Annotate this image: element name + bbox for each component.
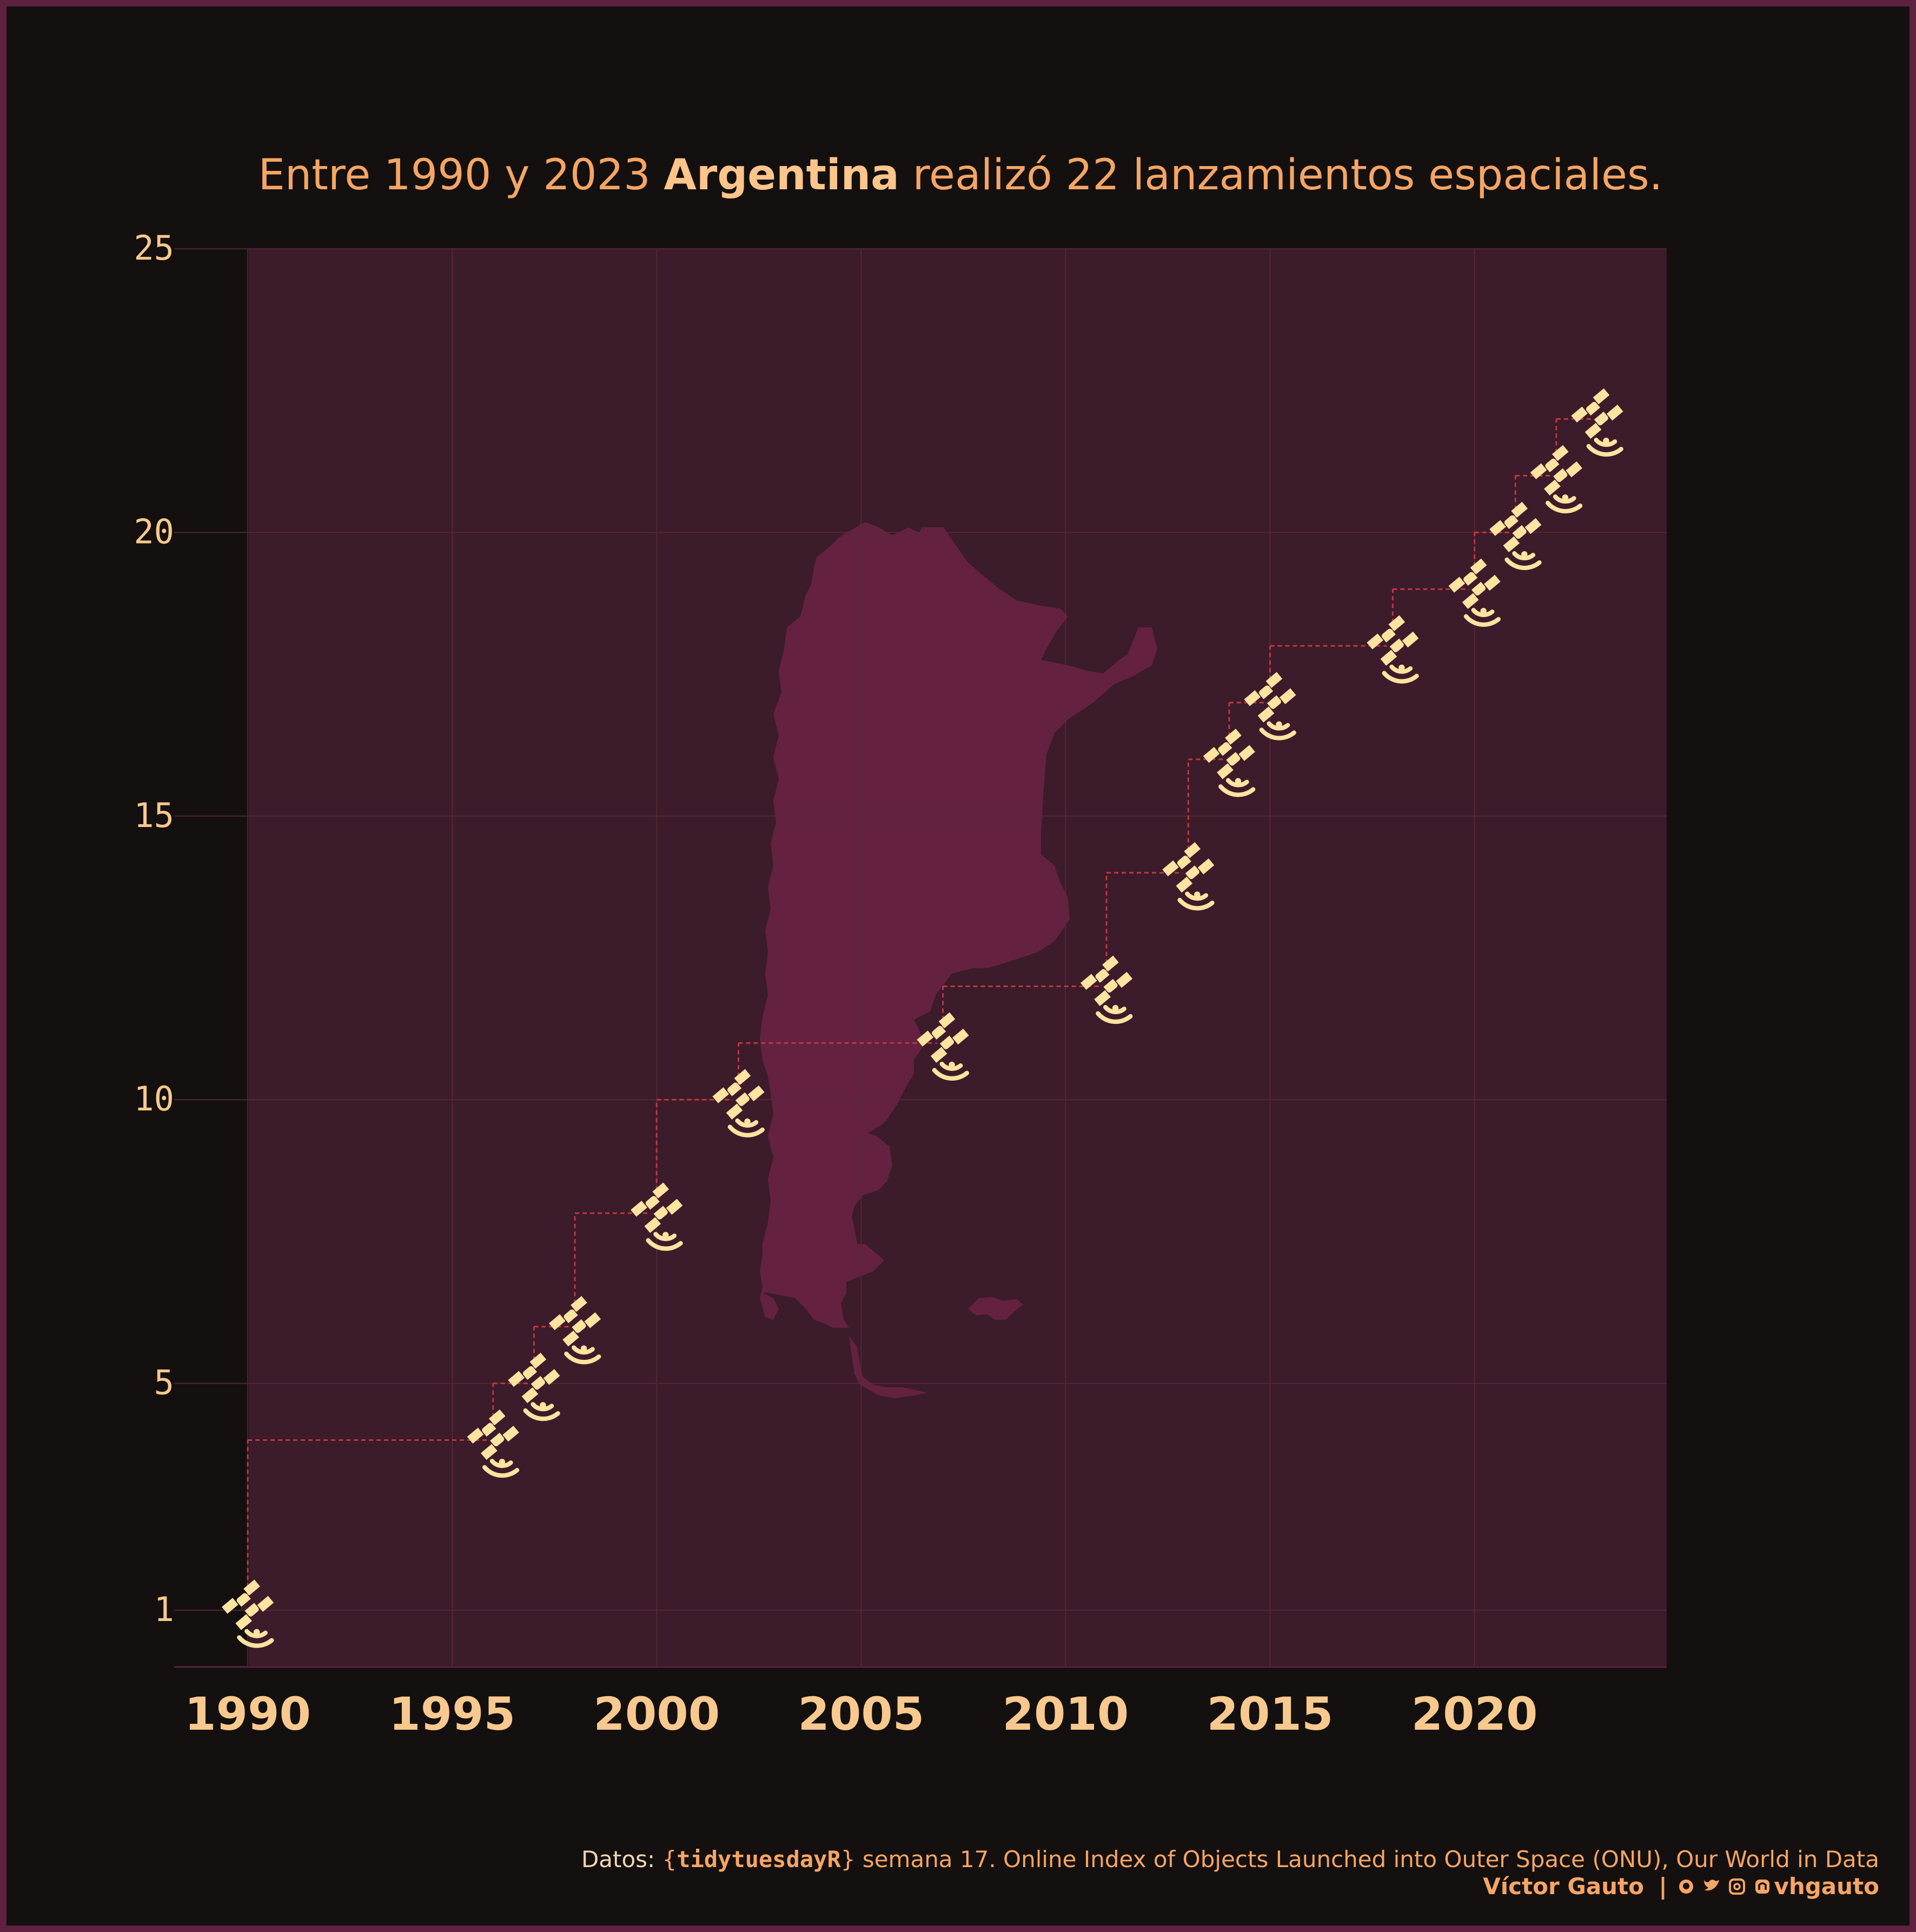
x-tick-labels: 1990 1995 2000 2005 2010 2015 2020	[184, 1688, 1537, 1741]
chart: Entre 1990 y 2023 Argentina realizó 22 l…	[134, 151, 1879, 1900]
y-tick-label: 5	[154, 1363, 174, 1402]
x-tick-label: 2010	[1003, 1688, 1129, 1741]
twitter-icon[interactable]	[1704, 1880, 1719, 1891]
caption-prefix: Datos:	[581, 1846, 662, 1873]
grid	[174, 248, 1667, 1667]
y-tick-label: 15	[134, 796, 174, 835]
caption-rest: semana 17. Online Index of Objects Launc…	[855, 1846, 1879, 1873]
caption-brace-open: {	[662, 1846, 677, 1873]
github-icon[interactable]	[1679, 1880, 1693, 1894]
argentina-mainland	[760, 522, 1157, 1328]
caption-author: Víctor Gauto	[1483, 1873, 1644, 1900]
caption-author-line: Víctor Gauto | vhgauto	[1483, 1873, 1879, 1900]
x-tick-label: 2000	[593, 1688, 720, 1741]
caption-source: Datos: {tidytuesdayR} semana 17. Online …	[581, 1846, 1879, 1873]
title-country: Argentina	[664, 151, 899, 200]
title-part2: realizó 22 lanzamientos espaciales.	[899, 151, 1663, 200]
x-tick-label: 2015	[1207, 1688, 1334, 1741]
y-tick-label: 20	[134, 512, 174, 551]
caption-package: tidytuesdayR	[677, 1846, 841, 1873]
caption-separator: |	[1659, 1873, 1667, 1900]
title-part1: Entre 1990 y 2023	[258, 151, 664, 200]
malvinas-islands	[968, 1297, 1023, 1320]
x-tick-label: 1995	[389, 1688, 515, 1741]
x-tick-label: 1990	[184, 1688, 311, 1741]
tierra-del-fuego	[849, 1336, 927, 1398]
x-tick-label: 2020	[1411, 1688, 1538, 1741]
instagram-icon[interactable]	[1729, 1878, 1745, 1895]
chart-title: Entre 1990 y 2023 Argentina realizó 22 l…	[258, 151, 1663, 200]
y-tick-label: 10	[134, 1079, 174, 1119]
x-tick-label: 2005	[798, 1688, 924, 1741]
argentina-map	[760, 522, 1157, 1398]
mastodon-icon[interactable]	[1755, 1880, 1769, 1894]
y-tick-label: 1	[154, 1590, 174, 1629]
caption-brace-close: }	[841, 1846, 856, 1873]
caption-handle[interactable]: vhgauto	[1774, 1873, 1879, 1900]
y-tick-label: 25	[134, 228, 174, 268]
